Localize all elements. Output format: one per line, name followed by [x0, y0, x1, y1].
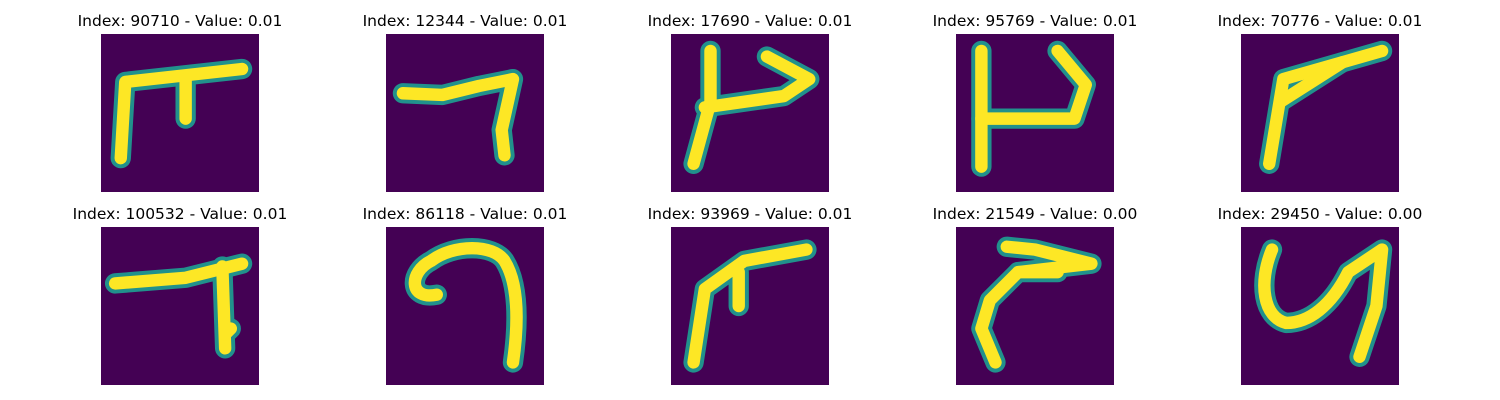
panel-9: Index: 21549 - Value: 0.00: [915, 204, 1155, 385]
panel-title: Index: 17690 - Value: 0.01: [647, 12, 853, 30]
glyph-image: [1241, 34, 1399, 192]
glyph-image: [671, 227, 829, 385]
panel-6: Index: 100532 - Value: 0.01: [60, 204, 300, 385]
panel-title: Index: 12344 - Value: 0.01: [362, 12, 568, 30]
panel-title: Index: 95769 - Value: 0.01: [932, 12, 1138, 30]
panel-3: Index: 17690 - Value: 0.01: [630, 11, 870, 192]
glyph-image: [386, 227, 544, 385]
panel-1: Index: 90710 - Value: 0.01: [60, 11, 300, 192]
panel-8: Index: 93969 - Value: 0.01: [630, 204, 870, 385]
panel-title: Index: 70776 - Value: 0.01: [1217, 12, 1423, 30]
panel-title: Index: 86118 - Value: 0.01: [362, 205, 568, 223]
glyph-image: [101, 34, 259, 192]
panel-2: Index: 12344 - Value: 0.01: [345, 11, 585, 192]
glyph-image: [671, 34, 829, 192]
panel-title: Index: 100532 - Value: 0.01: [72, 205, 288, 223]
panel-title: Index: 29450 - Value: 0.00: [1217, 205, 1423, 223]
panel-5: Index: 70776 - Value: 0.01: [1200, 11, 1440, 192]
panel-title: Index: 21549 - Value: 0.00: [932, 205, 1138, 223]
glyph-image: [101, 227, 259, 385]
panel-title: Index: 90710 - Value: 0.01: [77, 12, 283, 30]
glyph-image: [386, 34, 544, 192]
panel-7: Index: 86118 - Value: 0.01: [345, 204, 585, 385]
glyph-image: [956, 34, 1114, 192]
glyph-image: [956, 227, 1114, 385]
panel-4: Index: 95769 - Value: 0.01: [915, 11, 1155, 192]
glyph-image: [1241, 227, 1399, 385]
panel-title: Index: 93969 - Value: 0.01: [647, 205, 853, 223]
panel-10: Index: 29450 - Value: 0.00: [1200, 204, 1440, 385]
